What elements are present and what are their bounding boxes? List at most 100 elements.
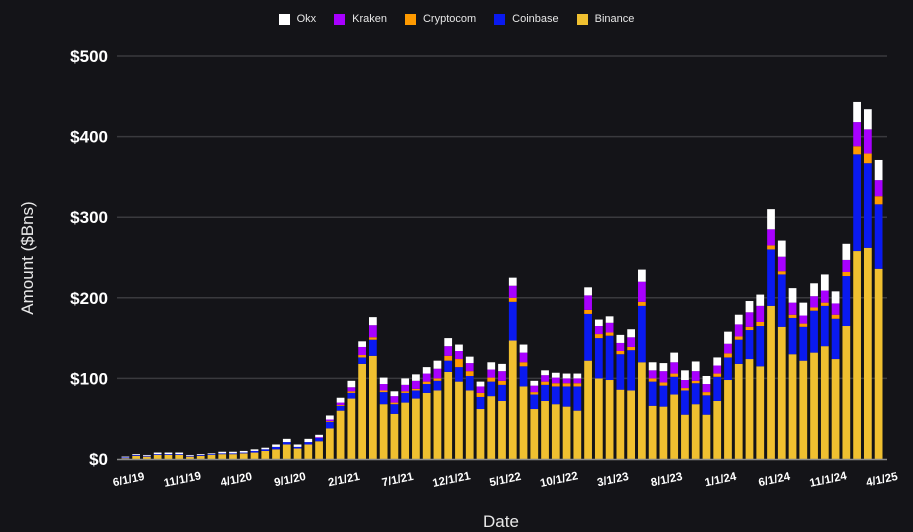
bar-segment-kraken [659, 371, 668, 383]
bar-segment-binance [638, 362, 646, 459]
bar-segment-cryptocom [584, 309, 592, 314]
bar-segment-okx [487, 362, 496, 370]
bar-segment-binance [627, 390, 635, 459]
y-tick-label: $300 [70, 208, 108, 227]
bar-segment-binance [767, 305, 775, 459]
bar-stack-7/1/21 [390, 391, 399, 459]
bar-segment-coinbase [648, 381, 657, 406]
bar-segment-binance [659, 406, 668, 459]
bar-segment-okx [250, 449, 259, 451]
bar-segment-okx [788, 288, 797, 303]
bar-segment-okx [767, 209, 775, 230]
bar-segment-coinbase [369, 339, 377, 356]
bar-segment-kraken [756, 305, 765, 322]
bar-segment-binance [713, 400, 722, 459]
bar-segment-binance [293, 448, 302, 459]
bar-stack-3/1/20 [218, 451, 227, 459]
bar-stack-6/1/20 [250, 449, 259, 459]
bar-segment-kraken [605, 322, 614, 333]
bar-stack-6/1/22 [508, 277, 517, 459]
bar-segment-binance [261, 450, 270, 459]
bar-stack-8/1/24 [788, 288, 797, 459]
x-tick-label: 2/1/21 [327, 471, 361, 490]
bar-segment-kraken [788, 302, 797, 315]
x-tick-label: 1/1/24 [704, 471, 738, 490]
bar-segment-binance [379, 404, 388, 459]
bar-segment-kraken [433, 368, 442, 379]
bar-segment-coinbase [573, 386, 582, 411]
x-tick-label: 4/1/25 [865, 471, 899, 490]
bar-segment-cryptocom [390, 402, 399, 405]
bar-segment-coinbase [379, 392, 388, 405]
bar-segment-binance [272, 449, 280, 459]
bar-segment-okx [605, 316, 614, 323]
bar-segment-coinbase [143, 455, 151, 457]
bar-segment-coinbase [229, 453, 237, 455]
bar-segment-kraken [638, 281, 646, 302]
bar-segment-kraken [616, 342, 625, 351]
bar-segment-kraken [530, 385, 539, 393]
bar-segment-okx [218, 451, 227, 454]
legend-swatch [576, 13, 588, 25]
bar-stack-9/1/22 [541, 370, 549, 459]
legend-swatch [494, 13, 506, 25]
bar-segment-kraken [358, 346, 366, 356]
bar-segment-coinbase [691, 383, 700, 405]
bar-segment-cryptocom [433, 378, 442, 381]
bar-segment-cryptocom [336, 405, 345, 406]
bar-segment-cryptocom [659, 382, 668, 386]
bar-segment-coinbase [745, 330, 754, 360]
bar-segment-kraken [799, 315, 808, 324]
legend-item-coinbase: Coinbase [494, 13, 559, 25]
x-tick-label: 3/1/23 [596, 471, 630, 489]
bar-segment-cryptocom [401, 391, 410, 393]
bar-stack-10/1/22 [551, 372, 560, 459]
bar-stack-3/1/25 [863, 109, 872, 459]
bar-segment-cryptocom [681, 388, 689, 391]
bar-stack-1/1/21 [325, 415, 334, 459]
bar-stack-10/1/21 [422, 367, 431, 459]
bar-stack-6/1/23 [638, 269, 646, 459]
x-tick-label: 11/1/24 [808, 470, 848, 490]
bar-stack-4/1/20 [229, 451, 237, 459]
legend-item-cryptocom: Cryptocom [404, 13, 476, 25]
bar-segment-binance [831, 359, 840, 459]
bar-segment-binance [196, 455, 205, 459]
bar-segment-okx [831, 291, 840, 304]
bar-segment-coinbase [498, 384, 506, 401]
x-tick-label: 6/1/19 [112, 471, 146, 489]
bar-stack-1/1/22 [455, 344, 463, 459]
bar-stack-8/1/21 [401, 378, 410, 459]
y-tick-label: $200 [70, 289, 108, 308]
bar-segment-okx [293, 444, 302, 447]
bar-segment-cryptocom [519, 362, 528, 367]
bar-segment-coinbase [713, 376, 722, 401]
y-tick-label: $0 [89, 450, 108, 469]
bar-segment-kraken [379, 384, 388, 391]
bar-segment-okx [164, 452, 173, 455]
bar-stack-10/1/19 [164, 452, 173, 459]
x-tick-label: 11/1/19 [163, 470, 202, 490]
bar-stack-11/1/20 [304, 438, 313, 459]
bar-segment-coinbase [724, 357, 732, 381]
bar-segment-binance [143, 456, 151, 459]
bar-segment-kraken [325, 419, 334, 422]
bar-segment-binance [551, 404, 560, 459]
bar-segment-coinbase [670, 376, 679, 395]
bar-segment-kraken [401, 384, 410, 392]
bar-stack-4/1/24 [745, 301, 754, 459]
bar-segment-coinbase [282, 442, 291, 445]
bar-stack-11/1/19 [175, 452, 184, 459]
bar-segment-okx [573, 373, 582, 379]
bar-segment-cryptocom [616, 351, 625, 355]
bar-segment-coinbase [584, 313, 592, 361]
bar-segment-binance [315, 441, 323, 459]
bar-segment-coinbase [681, 390, 689, 415]
bar-segment-coinbase [702, 395, 711, 415]
x-axis-title: Date [483, 512, 519, 531]
bar-segment-cryptocom [347, 391, 356, 393]
bar-segment-binance [175, 454, 184, 459]
bar-segment-okx [196, 454, 205, 455]
bar-segment-okx [239, 450, 248, 453]
bar-segment-coinbase [239, 452, 248, 454]
